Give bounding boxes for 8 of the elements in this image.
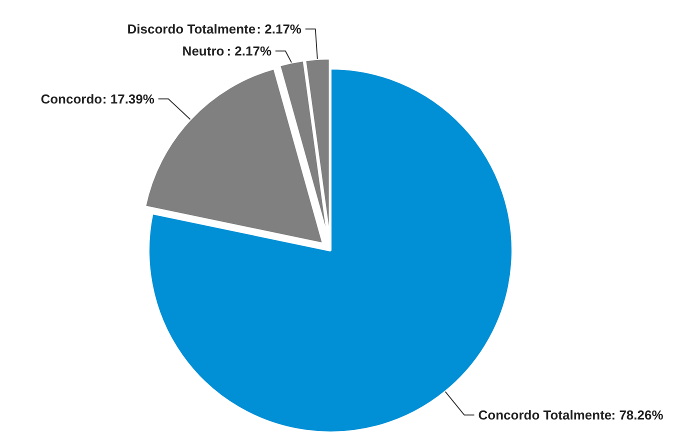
data-label: : 2.17%: [226, 44, 272, 59]
slice-label: Neutro: [182, 44, 224, 59]
data-label: : 2.17%: [256, 22, 302, 37]
slice-label: Concordo: [40, 91, 102, 106]
data-label: : 78.26%: [611, 407, 664, 422]
slice-label: Concordo Totalmente: [478, 407, 612, 422]
data-label: : 17.39%: [102, 91, 155, 106]
slice-label: Discordo Totalmente: [127, 22, 256, 37]
